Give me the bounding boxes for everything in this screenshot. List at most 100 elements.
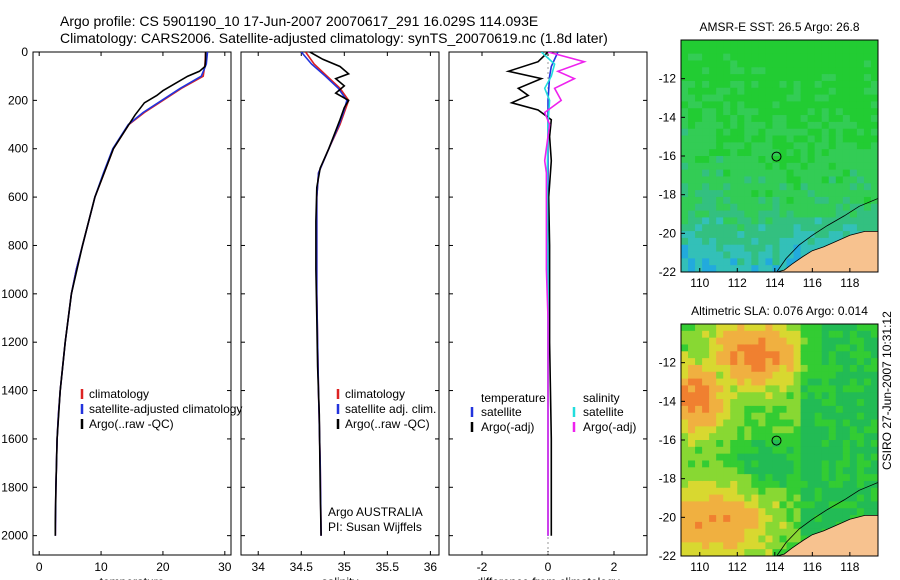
sst_map-cell bbox=[702, 162, 710, 171]
sst_map-cell bbox=[702, 203, 710, 212]
sst_map-cell bbox=[744, 60, 752, 68]
sla_map-cell bbox=[779, 371, 788, 380]
sst_map-cell bbox=[730, 217, 738, 225]
sst_map-cell bbox=[772, 224, 781, 232]
sla_map-cell bbox=[786, 460, 795, 468]
sla_map-cell bbox=[681, 330, 689, 339]
sla_map-cell bbox=[821, 467, 830, 475]
sla_map-cell bbox=[786, 521, 795, 530]
sst_map-cell bbox=[814, 60, 823, 68]
sst_map-cell bbox=[695, 135, 703, 143]
sst_map-cell bbox=[849, 196, 858, 205]
sla_map-cell bbox=[688, 405, 696, 414]
sla_map-cell bbox=[723, 330, 731, 339]
sst_map-cell bbox=[758, 162, 767, 171]
sst_map-cell bbox=[863, 121, 872, 130]
sst_map-cell bbox=[870, 80, 878, 89]
sst_map-cell bbox=[856, 101, 865, 109]
sla_map-cell bbox=[709, 351, 717, 359]
sst_map-cell bbox=[786, 108, 795, 116]
sst_map-cell bbox=[849, 162, 858, 171]
sla_map-cell bbox=[695, 378, 703, 387]
sla_map-cell bbox=[842, 433, 851, 441]
sst_map-cell bbox=[730, 46, 738, 55]
sla_map-cell bbox=[793, 378, 802, 387]
difference-legend-label: satellite bbox=[481, 405, 522, 419]
sst_map-cell bbox=[751, 244, 759, 253]
sla_map-cell bbox=[772, 460, 781, 468]
sst_map-cell bbox=[856, 60, 865, 68]
sla_map-cell bbox=[835, 460, 844, 468]
sla_map-cell bbox=[793, 385, 802, 393]
sst_map-cell bbox=[786, 196, 795, 205]
sla_map-cell bbox=[681, 412, 689, 421]
sst_map-cell bbox=[772, 162, 781, 171]
sst_map-cell bbox=[828, 108, 837, 116]
sst_map-cell bbox=[863, 162, 872, 171]
sla_map-cell bbox=[716, 460, 724, 468]
sla_map-cell bbox=[723, 487, 731, 496]
difference-legend-label: satellite bbox=[583, 405, 624, 419]
sst_map-cell bbox=[744, 142, 752, 150]
sla_map-cell bbox=[695, 508, 703, 516]
sst_map-cell bbox=[856, 121, 865, 130]
sst_map-cell bbox=[814, 40, 823, 48]
sla_map-cell bbox=[786, 344, 795, 352]
sla_map-cell bbox=[681, 549, 689, 556]
sst_map-cell bbox=[702, 87, 710, 96]
sst_map-cell bbox=[800, 196, 809, 205]
sst_map-cell bbox=[821, 176, 830, 184]
sst_map-cell bbox=[730, 210, 738, 219]
sst_map-cell bbox=[695, 162, 703, 171]
sla_map-cell bbox=[688, 535, 696, 543]
sst_map-cell bbox=[856, 196, 865, 205]
sla_map-cell bbox=[842, 364, 851, 373]
sst_map-land bbox=[776, 231, 878, 272]
sla_map-cell bbox=[793, 528, 802, 537]
sst_map-cell bbox=[772, 156, 781, 164]
sst_map-cell bbox=[842, 53, 851, 62]
sst_map-cell bbox=[842, 80, 851, 89]
sla_map-cell bbox=[856, 446, 865, 455]
sla_map-cell bbox=[786, 542, 795, 550]
sla_map-cell bbox=[744, 364, 752, 373]
sla_map-cell bbox=[856, 364, 865, 373]
sst_map-cell bbox=[800, 46, 809, 55]
sst_map-cell bbox=[835, 60, 844, 68]
sla_map-cell bbox=[800, 515, 809, 523]
sla_map-cell bbox=[863, 405, 872, 414]
sla_map-cell bbox=[709, 405, 717, 414]
sst_map-cell bbox=[807, 169, 816, 178]
sla_map-cell bbox=[744, 440, 752, 448]
sst_map-cell bbox=[793, 115, 802, 123]
sst_map-cell bbox=[737, 237, 745, 246]
sla_map-cell bbox=[695, 337, 703, 346]
sla_map-cell bbox=[786, 446, 795, 455]
sst_map-cell bbox=[681, 80, 689, 89]
sla_map-cell bbox=[842, 440, 851, 448]
sst_map-cell bbox=[828, 231, 837, 239]
sla_map-cell bbox=[821, 474, 830, 482]
sla_map-cell bbox=[765, 440, 774, 448]
sst_map-cell bbox=[835, 87, 844, 96]
sla_map-cell bbox=[779, 330, 788, 339]
sla_map-cell bbox=[842, 467, 851, 475]
sst_map-cell bbox=[681, 183, 689, 191]
sla_map-cell bbox=[709, 460, 717, 468]
sst_map-cell bbox=[863, 183, 872, 191]
sst_map-cell bbox=[744, 53, 752, 62]
sla_map-ytick-label: -12 bbox=[659, 356, 677, 370]
sla_map-cell bbox=[807, 446, 816, 455]
sst_map-cell bbox=[702, 74, 710, 82]
sst_map-cell bbox=[821, 40, 830, 48]
sst_map-cell bbox=[702, 210, 710, 219]
sla_map-cell bbox=[695, 392, 703, 400]
sst_map-cell bbox=[681, 101, 689, 109]
sla_map-cell bbox=[702, 480, 710, 489]
sst_map-cell bbox=[730, 87, 738, 96]
sla_map-cell bbox=[765, 542, 774, 550]
sst_map-cell bbox=[821, 210, 830, 219]
sst_map-cell bbox=[856, 74, 865, 82]
sla_map-cell bbox=[779, 460, 788, 468]
sla_map-cell bbox=[702, 378, 710, 387]
